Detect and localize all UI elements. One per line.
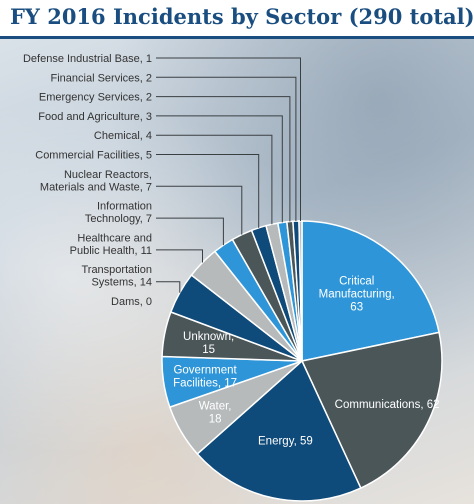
- slice-label-energy: Energy, 59: [258, 436, 313, 448]
- pie-slice-communications: [300, 331, 443, 490]
- slice-label-government-facilities: Government Facilities, 17: [173, 364, 237, 389]
- slice-label-defense-industrial-base: Defense Industrial Base, 1: [23, 53, 152, 65]
- slice-label-dams: Dams, 0: [111, 296, 152, 308]
- leader-line-food-and-agriculture: [156, 115, 283, 223]
- slice-label-financial-services: Financial Services, 2: [51, 72, 153, 84]
- leader-line-financial-services: [156, 76, 297, 222]
- slice-label-critical-manufacturing: Critical Manufacturing, 63: [319, 276, 395, 314]
- title-rule: [0, 36, 474, 39]
- slice-label-chemical: Chemical, 4: [94, 130, 152, 142]
- slice-label-information-technology: Information Technology, 7: [85, 201, 152, 226]
- slice-label-food-and-agriculture: Food and Agriculture, 3: [38, 111, 152, 123]
- leader-line-commercial-facilities: [156, 154, 260, 228]
- slice-label-communications: Communications, 62: [335, 399, 440, 411]
- slice-label-unknown: Unknown, 15: [183, 331, 234, 356]
- slice-label-transportation-systems: Transportation Systems, 14: [81, 264, 152, 289]
- pie-slice-energy: [196, 359, 362, 502]
- leader-line-transportation-systems: [156, 281, 181, 293]
- title-bar: FY 2016 Incidents by Sector (290 total): [0, 0, 474, 36]
- leader-line-chemical: [156, 134, 273, 225]
- slice-label-emergency-services: Emergency Services, 2: [39, 92, 152, 104]
- slice-label-nuclear-reactors-materials-and-waste: Nuclear Reactors, Materials and Waste, 7: [40, 169, 152, 194]
- leader-line-nuclear-reactors-materials-and-waste: [156, 185, 243, 235]
- slice-label-water: Water, 18: [199, 401, 232, 426]
- leader-line-healthcare-and-public-health: [156, 249, 203, 263]
- leader-line-defense-industrial-base: [156, 57, 301, 221]
- chart-title: FY 2016 Incidents by Sector (290 total): [10, 4, 474, 29]
- slice-label-commercial-facilities: Commercial Facilities, 5: [35, 150, 152, 162]
- pie-slice-defense-industrial-base: [298, 220, 303, 362]
- leader-line-emergency-services: [156, 96, 291, 222]
- pie-slice-critical-manufacturing: [301, 220, 440, 362]
- leader-line-information-technology: [156, 217, 224, 246]
- slice-label-healthcare-and-public-health: Healthcare and Public Health, 11: [70, 232, 152, 257]
